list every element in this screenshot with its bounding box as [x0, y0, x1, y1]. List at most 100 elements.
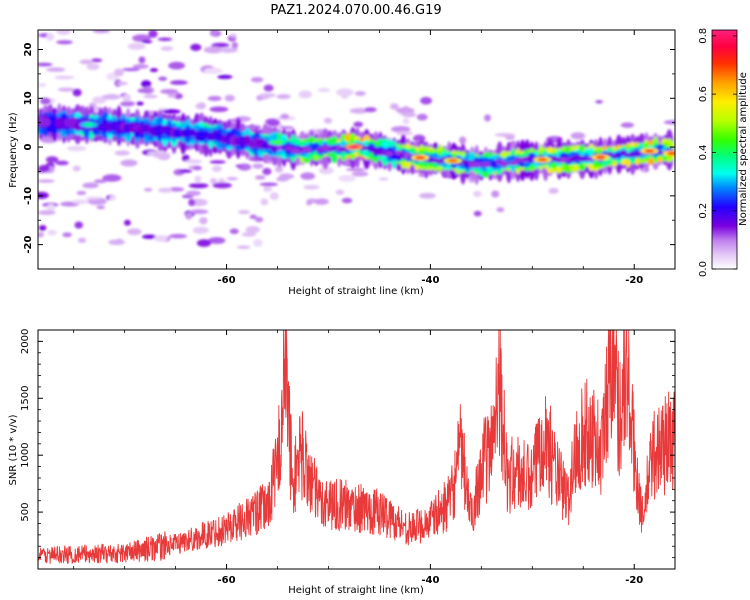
- spectrogram-noise-blob: [207, 96, 222, 102]
- spectrogram-noise-blob: [351, 171, 369, 177]
- spectrogram-noise-blob: [173, 93, 183, 100]
- spectrogram-noise-blob: [199, 217, 208, 225]
- spectrogram-noise-blob: [192, 226, 209, 234]
- spectrogram-noise-blob: [154, 235, 168, 242]
- spectrogram-noise-blob: [72, 88, 82, 97]
- spectrogram-noise-blob: [473, 210, 482, 217]
- spectrogram-noise-blob: [132, 64, 149, 69]
- chart-title: PAZ1.2024.070.00.46.G19: [270, 3, 441, 18]
- spectrogram-noise-blob: [416, 113, 428, 121]
- spectrogram-ticks: -60 -40 -20 -20 -10 0 10 20: [23, 30, 675, 286]
- spectrogram-noise-blob: [306, 200, 313, 206]
- spectrogram-ytick-label: 0: [23, 144, 34, 151]
- spectrogram-noise-blob: [265, 186, 272, 192]
- spectrogram-noise-blob: [396, 131, 413, 136]
- spectrogram-noise-blob: [249, 214, 257, 219]
- spectrogram-ridge-cell: [386, 150, 394, 157]
- snr-ytick-label: 1000: [20, 442, 31, 467]
- spectrogram-noise-blob: [345, 167, 366, 172]
- spectrogram-noise-blob: [253, 239, 263, 247]
- spectrogram-noise-blob: [94, 179, 107, 184]
- colorbar-ticks: 0.0 0.2 0.4 0.6 0.8: [698, 28, 737, 277]
- spectrogram-noise-blob: [143, 188, 153, 192]
- spectrogram-noise-blob: [473, 190, 482, 198]
- spectrogram-noise-blob: [167, 93, 177, 98]
- spectrogram-noise-blob: [197, 102, 206, 110]
- spectrogram-noise-blob: [323, 117, 333, 124]
- spectrogram-noise-blob: [210, 30, 218, 36]
- spectrogram-noise-blob: [209, 106, 229, 113]
- spectrogram-xtick-label: -20: [625, 275, 643, 286]
- spectrogram-noise-blob: [211, 42, 230, 48]
- snr-xtick-label: -40: [421, 575, 439, 586]
- snr-plot-area: [38, 330, 675, 569]
- spectrogram-noise-blob: [254, 175, 266, 180]
- spectrogram-noise-blob: [235, 164, 243, 168]
- spectrogram-noise-blob: [169, 233, 188, 239]
- spectrogram-noise-blob: [300, 172, 316, 180]
- spectrogram-noise-blob: [203, 67, 223, 74]
- spectrogram-ridge-cell: [508, 161, 519, 166]
- spectrogram-noise-blob: [96, 205, 106, 210]
- snr-xtick-label: -20: [625, 575, 643, 586]
- spectrogram-peak: [415, 155, 426, 160]
- snr-ylabel: SNR (10 * v/v): [8, 414, 19, 485]
- spectrogram-noise-blob: [269, 192, 279, 200]
- spectrogram-noise-blob: [620, 122, 634, 128]
- spectrogram-peak: [447, 158, 458, 163]
- spectrogram-noise-blob: [126, 228, 142, 236]
- spectrogram-noise-blob: [224, 94, 235, 102]
- spectrogram-noise-blob: [120, 159, 138, 167]
- spectrogram-noise-blob: [336, 88, 354, 97]
- spectrogram-noise-blob: [38, 164, 50, 173]
- spectrogram-noise-blob: [127, 42, 146, 50]
- spectrogram-peak: [595, 155, 606, 160]
- spectrogram-noise-blob: [38, 179, 55, 183]
- colorbar: 0.0 0.2 0.4 0.6 0.8 Normalized spectral ampl…: [698, 28, 749, 277]
- spectrogram-noise-blob: [38, 62, 53, 67]
- spectrogram-noise-blob: [229, 228, 239, 235]
- spectrogram-noise-blob: [102, 174, 122, 182]
- spectrogram-noise-blob: [298, 90, 313, 99]
- spectrogram-noise-blob: [570, 132, 586, 140]
- spectrogram-ytick-label: -10: [23, 187, 34, 205]
- spectrogram-noise-blob: [157, 37, 173, 42]
- snr-frame: [37, 329, 676, 570]
- snr-xlabel: Height of straight line (km): [288, 585, 424, 596]
- snr-ytick-label: 2000: [20, 329, 31, 354]
- spectrogram-noise-blob: [548, 187, 559, 194]
- spectrogram-peak: [666, 151, 675, 156]
- colorbar-tick-label: 0.0: [698, 261, 709, 277]
- spectrogram-ridge: [38, 103, 675, 185]
- spectrogram-noise-blob: [189, 209, 209, 215]
- spectrogram-noise-blob: [245, 226, 260, 234]
- spectrogram-noise-blob: [38, 191, 49, 199]
- spectrogram-noise-blob: [419, 192, 436, 199]
- spectrogram-noise-blob: [241, 232, 257, 237]
- spectrogram-noise-blob: [211, 165, 222, 173]
- colorbar-tick-label: 0.8: [698, 28, 709, 44]
- spectrogram-noise-blob: [338, 174, 356, 182]
- spectrogram-heatmap: [38, 30, 675, 249]
- spectrogram-noise-blob: [494, 133, 515, 137]
- spectrogram-noise-blob: [56, 40, 73, 45]
- spectrogram-noise-blob: [101, 94, 121, 100]
- spectrogram-noise-blob: [354, 91, 366, 96]
- spectrogram-noise-blob: [209, 160, 226, 164]
- spectrogram-noise-blob: [72, 199, 89, 205]
- spectrogram-noise-blob: [141, 80, 152, 88]
- spectrogram-noise-blob: [116, 81, 128, 86]
- spectrogram-noise-blob: [231, 41, 238, 49]
- spectrogram-peak: [348, 145, 359, 149]
- spectrogram-noise-blob: [313, 198, 329, 205]
- spectrogram-noise-blob: [84, 196, 101, 200]
- spectrogram-ridge-cell: [302, 146, 312, 153]
- spectrogram-noise-blob: [420, 96, 433, 105]
- colorbar-gradient: [711, 29, 738, 270]
- spectrogram-noise-blob: [280, 114, 290, 119]
- spectrogram-noise-blob: [402, 117, 410, 125]
- spectrogram-noise-blob: [158, 187, 173, 193]
- spectrogram-noise-blob: [168, 61, 186, 70]
- spectrogram-noise-blob: [92, 30, 111, 34]
- spectrogram-noise-blob: [38, 83, 47, 87]
